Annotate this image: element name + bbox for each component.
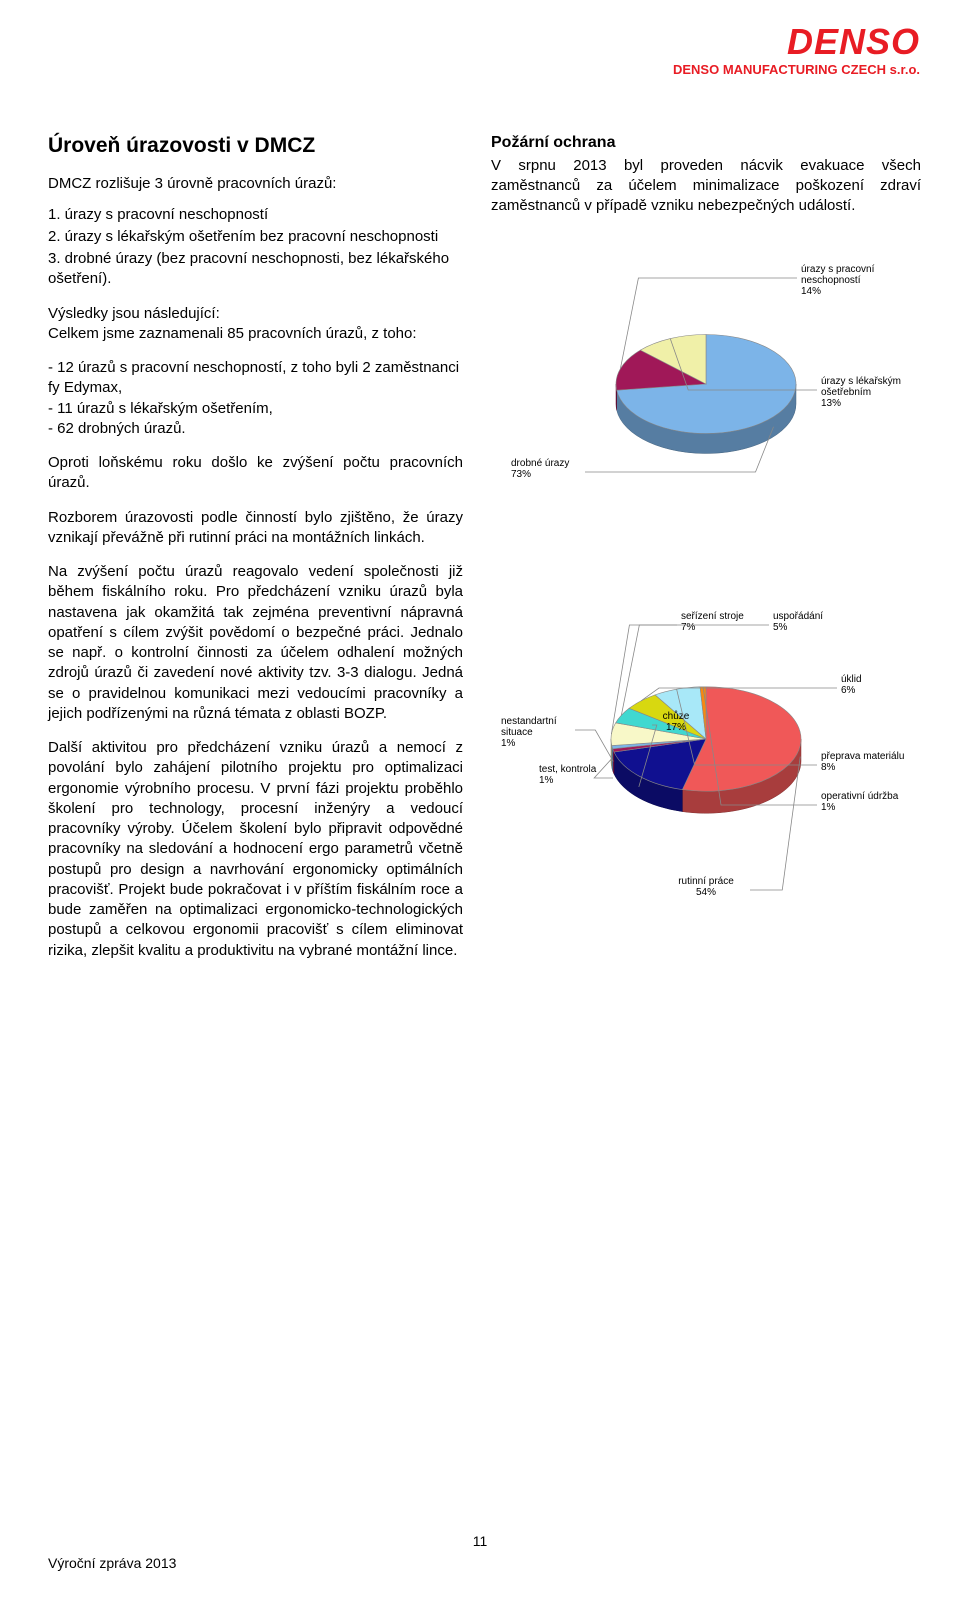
company-subtitle: DENSO MANUFACTURING CZECH s.r.o.	[673, 62, 920, 77]
svg-text:úrazy s pracovní: úrazy s pracovní	[801, 264, 875, 275]
svg-text:uspořádání: uspořádání	[773, 611, 823, 622]
svg-text:13%: 13%	[821, 398, 841, 409]
svg-text:seřízení stroje: seřízení stroje	[681, 611, 744, 622]
svg-text:ošetřebním: ošetřebním	[821, 387, 871, 398]
main-content: Úroveň úrazovosti v DMCZ DMCZ rozlišuje …	[48, 132, 920, 975]
paragraph-6: Na zvýšení počtu úrazů reagovalo vedení …	[48, 562, 463, 724]
svg-text:6%: 6%	[841, 685, 856, 696]
svg-text:54%: 54%	[696, 887, 716, 898]
svg-text:1%: 1%	[821, 802, 836, 813]
svg-text:5%: 5%	[773, 622, 788, 633]
svg-text:73%: 73%	[511, 469, 531, 480]
svg-text:7%: 7%	[681, 622, 696, 633]
svg-text:operativní údržba: operativní údržba	[821, 791, 899, 802]
svg-text:17%: 17%	[666, 722, 686, 733]
svg-text:úrazy s lékařským: úrazy s lékařským	[821, 376, 901, 387]
svg-text:neschopností: neschopností	[801, 275, 861, 286]
results-bullets: - 12 úrazů s pracovní neschopností, z to…	[48, 358, 463, 439]
svg-text:chůze: chůze	[663, 710, 690, 722]
svg-text:8%: 8%	[821, 762, 836, 773]
pie2-svg: rutinní práce54% chůze17% nestandartnísitu…	[491, 564, 921, 924]
activity-pie-chart: rutinní práce54% chůze17% nestandartnísitu…	[491, 564, 921, 924]
fire-title: Požární ochrana	[491, 132, 921, 154]
svg-text:14%: 14%	[801, 286, 821, 297]
results-text: Výsledky jsou následující: Celkem jsme z…	[48, 304, 463, 345]
level-2: 2. úrazy s lékařským ošetřením bez praco…	[48, 227, 463, 247]
left-column: Úroveň úrazovosti v DMCZ DMCZ rozlišuje …	[48, 132, 463, 975]
pie1-svg: drobné úrazy73% úrazy s pracovníneschopno…	[491, 234, 921, 524]
svg-text:1%: 1%	[501, 738, 516, 749]
footer-page-number: 11	[473, 1533, 488, 1549]
svg-text:drobné úrazy: drobné úrazy	[511, 458, 569, 469]
fire-text: V srpnu 2013 byl proveden nácvik evakuac…	[491, 156, 921, 217]
paragraph-7: Další aktivitou pro předcházení vzniku ú…	[48, 738, 463, 961]
right-column: Požární ochrana V srpnu 2013 byl provede…	[491, 132, 921, 975]
svg-text:1%: 1%	[539, 775, 554, 786]
svg-text:situace: situace	[501, 727, 533, 738]
injury-levels-list: 1. úrazy s pracovní neschopností 2. úraz…	[48, 205, 463, 290]
paragraph-5: Rozborem úrazovosti podle činností bylo …	[48, 508, 463, 549]
section-title: Úroveň úrazovosti v DMCZ	[48, 132, 463, 160]
level-1: 1. úrazy s pracovní neschopností	[48, 205, 463, 225]
level-3: 3. drobné úrazy (bez pracovní neschopnos…	[48, 249, 463, 290]
injury-types-pie-chart: drobné úrazy73% úrazy s pracovníneschopno…	[491, 234, 921, 524]
svg-text:rutinní práce: rutinní práce	[678, 876, 734, 887]
svg-text:nestandartní: nestandartní	[501, 716, 557, 727]
footer-report-title: Výroční zpráva 2013	[48, 1555, 176, 1571]
header: DENSO DENSO MANUFACTURING CZECH s.r.o.	[673, 24, 920, 77]
intro-text: DMCZ rozlišuje 3 úrovně pracovních úrazů…	[48, 174, 463, 194]
svg-text:přeprava materiálu: přeprava materiálu	[821, 751, 904, 762]
svg-text:test, kontrola: test, kontrola	[539, 764, 597, 775]
denso-logo: DENSO	[673, 24, 920, 60]
paragraph-4: Oproti loňskému roku došlo ke zvýšení po…	[48, 453, 463, 494]
svg-text:úklid: úklid	[841, 674, 862, 685]
